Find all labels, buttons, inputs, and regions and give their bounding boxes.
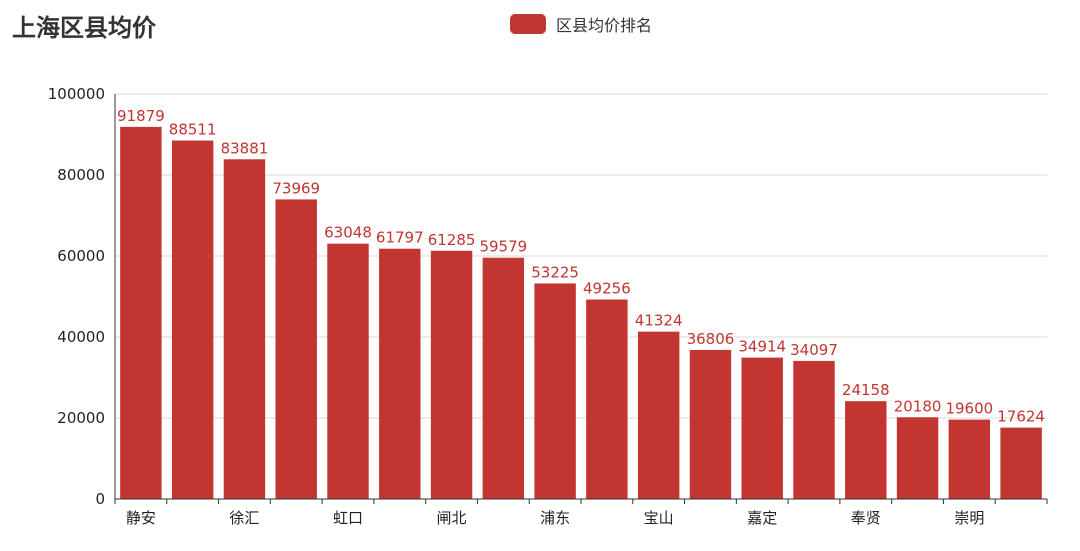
bar-value-label: 34914 <box>738 338 786 356</box>
bar <box>637 331 680 499</box>
gridlines <box>115 93 1047 419</box>
bar <box>793 360 835 499</box>
bar <box>689 349 732 499</box>
bar <box>741 357 783 499</box>
bar-value-label: 53225 <box>531 263 579 281</box>
bar <box>327 243 369 499</box>
y-tick-label: 60000 <box>57 247 105 265</box>
x-tick-label: 徐汇 <box>229 509 259 527</box>
bar-value-label: 24158 <box>842 381 890 399</box>
y-tick-label: 100000 <box>48 85 105 103</box>
x-axis: 静安 徐汇 虹口 闸北 浦东 宝山 嘉定 奉贤 崇明 <box>114 498 1048 527</box>
bar-value-label: 20180 <box>894 397 942 415</box>
bar <box>430 250 473 499</box>
legend[interactable]: 区县均价排名 <box>510 12 652 36</box>
bar-value-label: 41324 <box>635 312 683 330</box>
x-tick-label: 宝山 <box>644 509 674 527</box>
bar-value-label: 19600 <box>945 400 993 418</box>
bar <box>120 126 162 500</box>
bar-value-label: 91879 <box>117 107 165 125</box>
bar <box>1000 427 1042 499</box>
bar <box>379 248 421 499</box>
legend-swatch <box>510 14 546 34</box>
bar-value-label: 88511 <box>169 121 217 139</box>
bar-value-label: 61285 <box>428 231 476 249</box>
bar-value-label: 83881 <box>221 139 269 157</box>
bar-value-label: 17624 <box>997 408 1045 426</box>
x-tick-label: 奉贤 <box>851 509 881 527</box>
bar <box>223 159 266 499</box>
bar <box>534 283 576 499</box>
bar-value-label: 63048 <box>324 224 372 242</box>
bar-value-label: 34097 <box>790 341 838 359</box>
y-tick-label: 80000 <box>57 166 105 184</box>
bar <box>171 140 214 499</box>
bar <box>482 257 525 499</box>
bar-value-label: 73969 <box>272 179 320 197</box>
bar-value-label: 61797 <box>376 229 424 247</box>
legend-label: 区县均价排名 <box>556 16 653 35</box>
x-tick-label: 闸北 <box>437 509 467 527</box>
bar <box>948 419 991 499</box>
y-tick-label: 40000 <box>57 328 105 346</box>
bars <box>120 126 1042 500</box>
y-tick-label: 0 <box>95 490 105 508</box>
bar <box>896 417 939 499</box>
bar-value-label: 49256 <box>583 280 631 298</box>
x-tick-label: 嘉定 <box>747 509 777 527</box>
x-tick-label: 静安 <box>126 509 156 527</box>
bar <box>845 401 887 499</box>
bar-value-label: 36806 <box>687 330 735 348</box>
x-tick-label: 崇明 <box>954 509 984 527</box>
x-tick-label: 虹口 <box>333 509 363 527</box>
y-tick-label: 20000 <box>57 409 105 427</box>
bar <box>275 199 317 500</box>
bar-value-label: 59579 <box>479 238 527 256</box>
x-tick-label: 浦东 <box>540 509 570 527</box>
chart-title: 上海区县均价 <box>12 14 156 42</box>
y-axis: 0 20000 40000 60000 80000 100000 <box>48 85 116 508</box>
bar <box>586 299 628 499</box>
